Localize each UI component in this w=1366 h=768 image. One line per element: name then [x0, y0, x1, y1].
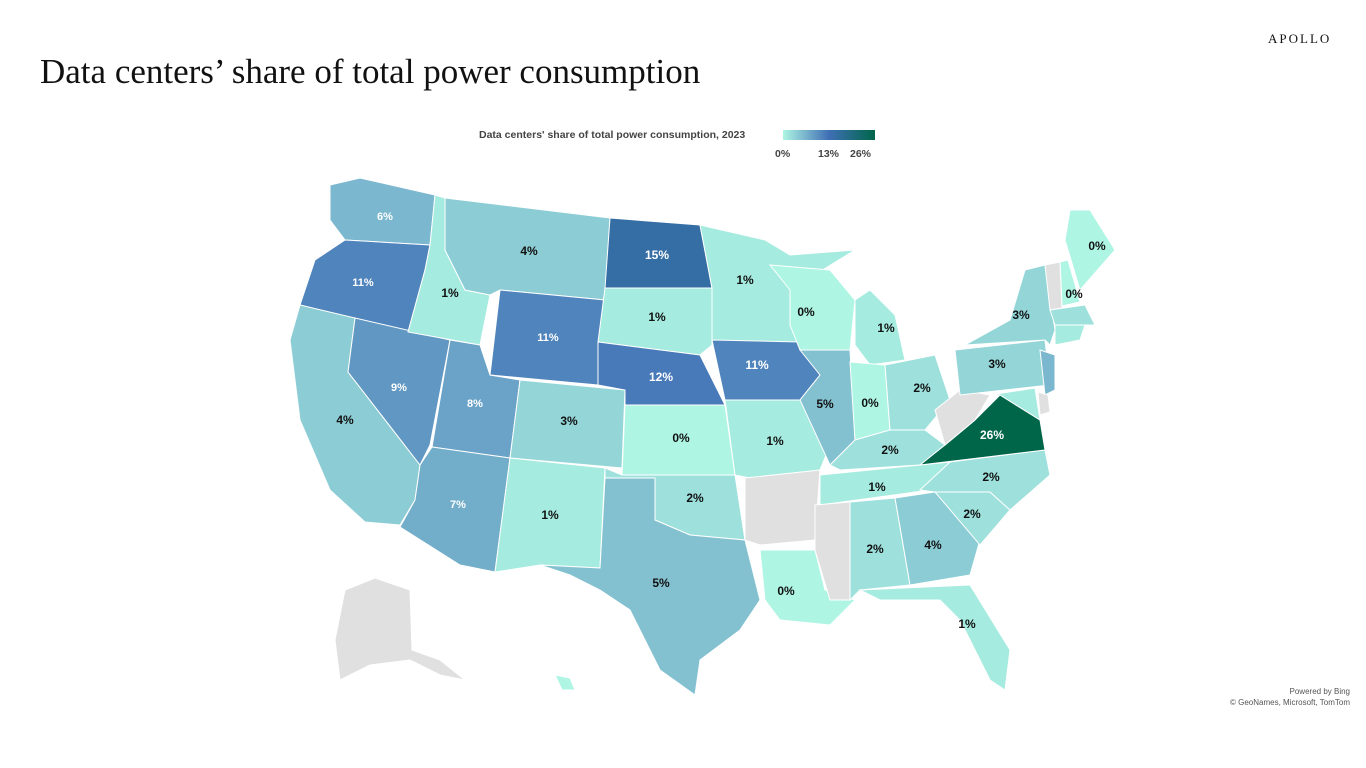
state-label-ca: 4%: [336, 413, 354, 427]
legend-max-label: 26%: [850, 148, 872, 160]
state-label-al: 2%: [866, 542, 884, 556]
state-ny[interactable]: [964, 264, 1056, 346]
state-label-va: 26%: [980, 428, 1004, 442]
attribution-powered-by: Powered by Bing: [1289, 687, 1350, 696]
state-label-sd: 1%: [648, 310, 666, 324]
state-label-co: 3%: [560, 414, 578, 428]
state-label-in: 0%: [861, 396, 879, 410]
state-label-fl: 1%: [958, 617, 976, 631]
state-label-mt: 4%: [520, 244, 538, 258]
state-al[interactable]: [849, 497, 911, 602]
state-label-il: 5%: [816, 397, 834, 411]
state-ms[interactable]: [814, 501, 851, 601]
state-label-mn: 1%: [736, 273, 754, 287]
state-hi[interactable]: [554, 674, 576, 691]
state-label-or: 11%: [352, 277, 374, 289]
attribution-copyright: © GeoNames, Microsoft, TomTom: [1230, 698, 1350, 707]
state-label-ia: 11%: [745, 358, 769, 372]
state-label-ok: 2%: [686, 491, 704, 505]
page-title: Data centers’ share of total power consu…: [40, 52, 701, 91]
state-label-nc: 2%: [982, 470, 1000, 484]
legend-mid-label: 13%: [818, 148, 840, 160]
state-ar[interactable]: [744, 469, 821, 546]
state-nj[interactable]: [1039, 349, 1056, 396]
state-label-tx: 5%: [652, 576, 670, 590]
state-label-sc: 2%: [963, 507, 981, 521]
state-ky[interactable]: [829, 429, 946, 471]
state-me[interactable]: [1064, 209, 1116, 292]
state-label-wi: 0%: [797, 305, 815, 319]
state-label-oh: 2%: [913, 381, 931, 395]
state-label-ga: 4%: [924, 538, 942, 552]
state-ma[interactable]: [1049, 304, 1096, 326]
legend-min-label: 0%: [775, 148, 791, 160]
state-label-mi: 1%: [877, 321, 895, 335]
state-label-nm: 1%: [541, 508, 559, 522]
state-label-nd: 15%: [645, 248, 669, 262]
state-ct[interactable]: [1054, 324, 1086, 346]
state-label-tn: 1%: [868, 480, 886, 494]
state-label-ky: 2%: [881, 443, 899, 457]
legend-color-bar: [783, 130, 875, 140]
state-label-ut: 8%: [467, 398, 483, 410]
state-label-la: 0%: [777, 584, 795, 598]
state-label-ne: 12%: [649, 370, 673, 384]
state-ga[interactable]: [894, 491, 981, 586]
state-label-az: 7%: [450, 499, 466, 511]
state-fl[interactable]: [858, 584, 1011, 691]
state-de[interactable]: [1037, 391, 1051, 416]
state-label-pa: 3%: [988, 357, 1006, 371]
state-mi[interactable]: [854, 289, 906, 366]
state-label-wa: 6%: [377, 211, 393, 223]
state-label-ks: 0%: [672, 431, 690, 445]
apollo-logo: APOLLO: [1268, 31, 1332, 46]
state-wv[interactable]: [934, 389, 991, 446]
state-label-id: 1%: [441, 286, 459, 300]
state-ak[interactable]: [334, 577, 466, 681]
state-md[interactable]: [989, 387, 1041, 422]
legend-title: Data centers' share of total power consu…: [479, 129, 746, 141]
state-label-wy: 11%: [537, 332, 559, 344]
state-label-nv: 9%: [391, 382, 407, 394]
state-label-mo: 1%: [766, 434, 784, 448]
state-sd[interactable]: [597, 287, 713, 356]
state-label-ny: 3%: [1012, 308, 1030, 322]
state-tx[interactable]: [539, 477, 761, 696]
map-attribution: Powered by Bing © GeoNames, Microsoft, T…: [1230, 686, 1350, 708]
state-label-nh: 0%: [1065, 287, 1083, 301]
state-label-me: 0%: [1088, 239, 1106, 253]
